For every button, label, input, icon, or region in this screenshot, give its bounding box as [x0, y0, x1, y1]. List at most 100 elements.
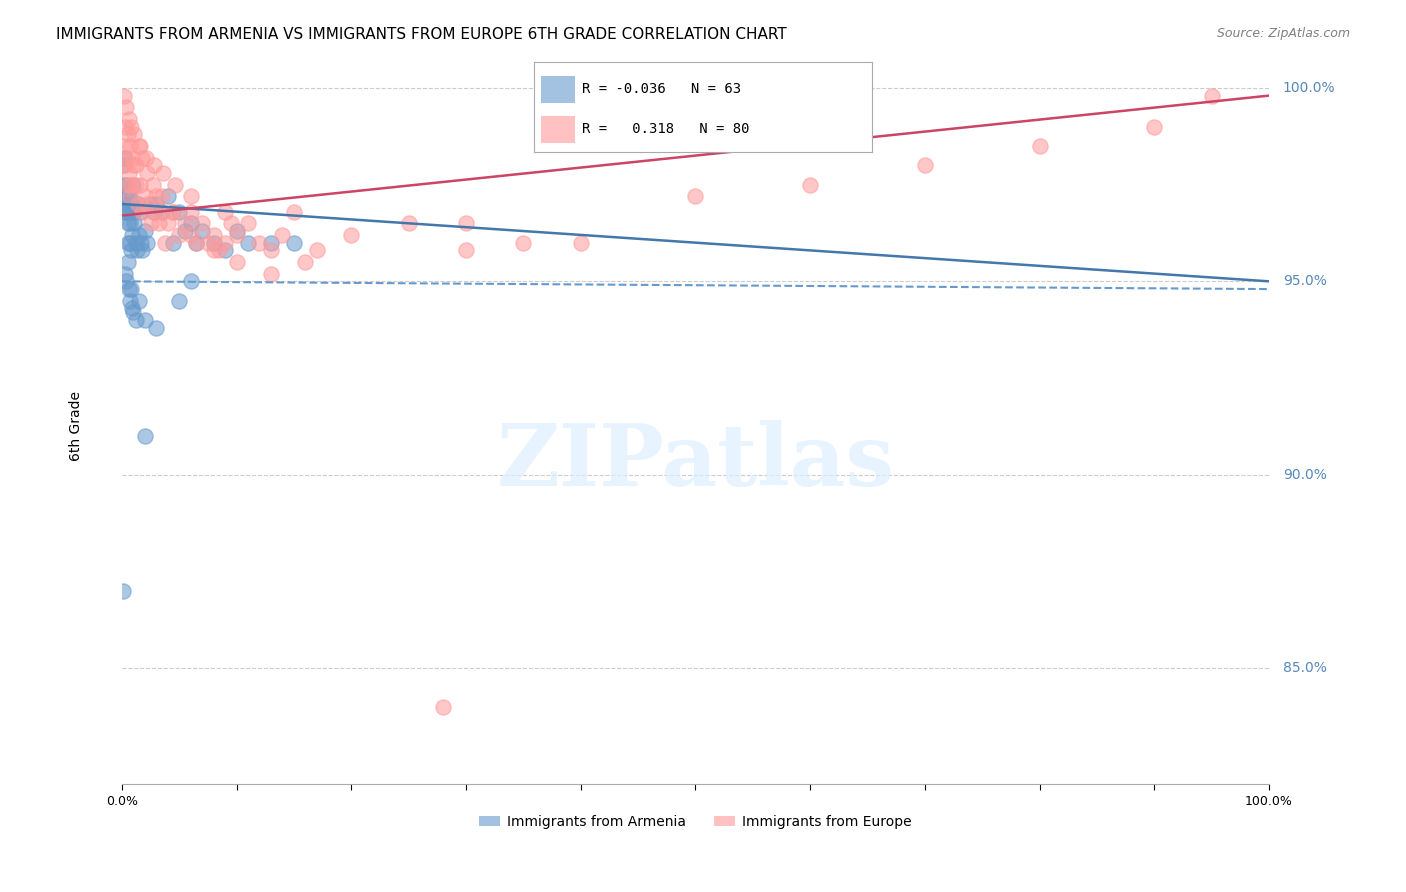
- Point: [432, 700, 454, 714]
- Point: [1028, 139, 1050, 153]
- Point: [454, 244, 477, 258]
- Point: [114, 204, 136, 219]
- Point: [1143, 120, 1166, 134]
- Point: [174, 216, 197, 230]
- Point: [202, 235, 225, 250]
- Text: IMMIGRANTS FROM ARMENIA VS IMMIGRANTS FROM EUROPE 6TH GRADE CORRELATION CHART: IMMIGRANTS FROM ARMENIA VS IMMIGRANTS FR…: [56, 27, 787, 42]
- Point: [156, 216, 179, 230]
- Point: [122, 178, 145, 192]
- Point: [124, 235, 146, 250]
- Bar: [541, 116, 575, 143]
- Point: [283, 235, 305, 250]
- Point: [122, 158, 145, 172]
- Point: [117, 255, 139, 269]
- Point: [454, 216, 477, 230]
- Point: [340, 227, 363, 242]
- Point: [180, 216, 202, 230]
- Point: [117, 216, 139, 230]
- Point: [260, 235, 283, 250]
- Point: [120, 120, 142, 134]
- Point: [115, 204, 138, 219]
- Point: [114, 267, 136, 281]
- Point: [114, 158, 136, 172]
- Point: [118, 139, 141, 153]
- Point: [283, 204, 305, 219]
- Point: [120, 244, 142, 258]
- Point: [150, 204, 173, 219]
- Point: [134, 224, 156, 238]
- Point: [305, 244, 328, 258]
- Point: [271, 227, 294, 242]
- Point: [135, 151, 157, 165]
- Point: [142, 204, 165, 219]
- Point: [128, 139, 150, 153]
- Point: [191, 216, 214, 230]
- Point: [114, 197, 136, 211]
- Point: [398, 216, 420, 230]
- Point: [249, 235, 271, 250]
- Bar: [541, 76, 575, 103]
- Point: [124, 313, 146, 327]
- Point: [114, 120, 136, 134]
- Point: [150, 189, 173, 203]
- Point: [115, 274, 138, 288]
- Point: [685, 189, 707, 203]
- Text: ZIPatlas: ZIPatlas: [496, 420, 894, 504]
- Point: [120, 282, 142, 296]
- Point: [118, 204, 141, 219]
- Point: [142, 178, 165, 192]
- Point: [118, 189, 141, 203]
- Point: [142, 204, 165, 219]
- Point: [117, 235, 139, 250]
- Text: R =   0.318   N = 80: R = 0.318 N = 80: [582, 122, 749, 136]
- Point: [134, 313, 156, 327]
- Point: [167, 293, 190, 308]
- Point: [139, 216, 162, 230]
- Point: [1201, 88, 1223, 103]
- Point: [202, 227, 225, 242]
- Point: [127, 197, 149, 211]
- Point: [156, 189, 179, 203]
- Point: [155, 235, 177, 250]
- Point: [145, 189, 167, 203]
- Point: [145, 320, 167, 334]
- Point: [129, 204, 152, 219]
- Point: [180, 227, 202, 242]
- Point: [162, 235, 184, 250]
- Point: [129, 178, 152, 192]
- Text: 85.0%: 85.0%: [1282, 661, 1327, 675]
- Point: [120, 178, 142, 192]
- Point: [118, 166, 141, 180]
- Point: [121, 227, 143, 242]
- Point: [124, 216, 146, 230]
- Legend: Immigrants from Armenia, Immigrants from Europe: Immigrants from Armenia, Immigrants from…: [474, 810, 917, 835]
- Point: [134, 429, 156, 443]
- Point: [111, 158, 134, 172]
- Point: [142, 158, 165, 172]
- Point: [124, 128, 146, 142]
- Point: [117, 186, 139, 200]
- Point: [120, 197, 142, 211]
- Point: [136, 197, 159, 211]
- Point: [180, 274, 202, 288]
- Point: [118, 189, 141, 203]
- Point: [569, 235, 592, 250]
- Point: [145, 197, 167, 211]
- Text: 95.0%: 95.0%: [1282, 275, 1327, 288]
- Point: [128, 293, 150, 308]
- Point: [191, 224, 214, 238]
- Point: [112, 139, 135, 153]
- Point: [197, 235, 219, 250]
- Point: [121, 301, 143, 316]
- Point: [118, 235, 141, 250]
- Point: [186, 235, 208, 250]
- Point: [129, 139, 152, 153]
- Point: [112, 88, 135, 103]
- Point: [186, 235, 208, 250]
- Point: [115, 178, 138, 192]
- Point: [167, 204, 190, 219]
- Point: [118, 293, 141, 308]
- Point: [122, 305, 145, 319]
- Point: [134, 189, 156, 203]
- Point: [914, 158, 936, 172]
